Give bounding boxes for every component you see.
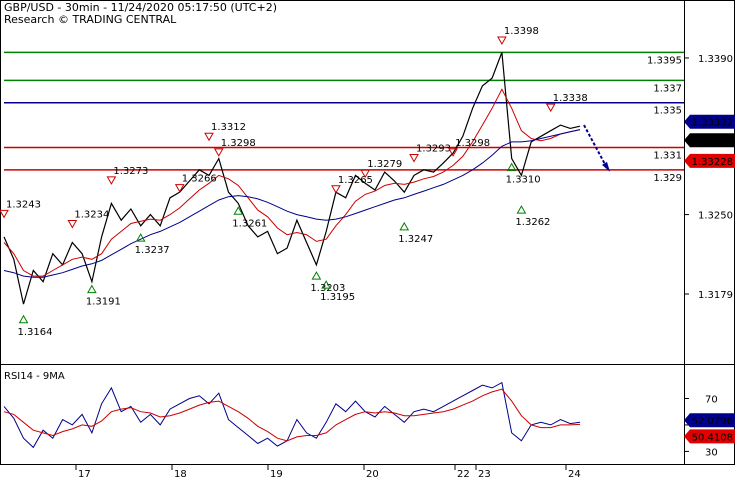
price-tag-label: 1.33332 bbox=[692, 118, 733, 129]
swing-high-label: 1.3265 bbox=[338, 175, 373, 186]
price-tag-label: 1.3329 bbox=[698, 136, 733, 147]
time-tick-label: 24 bbox=[568, 469, 581, 480]
rsi-panel: 70 30 52.0796 50.4108 bbox=[3, 381, 735, 458]
level-label: 1.335 bbox=[653, 106, 682, 117]
price-tag bbox=[684, 133, 735, 148]
swing-low-label: 1.3164 bbox=[18, 327, 53, 338]
swing-high-marker bbox=[106, 176, 117, 185]
swing-high-label: 1.3273 bbox=[113, 166, 148, 177]
swing-low-marker bbox=[506, 162, 517, 172]
swing-low-marker bbox=[516, 205, 527, 214]
time-tick-label: 22 bbox=[457, 469, 470, 480]
swing-high-marker bbox=[174, 184, 185, 193]
swing-low-marker bbox=[233, 206, 244, 215]
swing-annotations: 1.3243 1.3164 1.3234 1.3191 1.3273 1.3237 1.32… bbox=[0, 26, 588, 338]
rsi-tag bbox=[684, 413, 735, 428]
series-line-price bbox=[3, 52, 581, 305]
time-axis: 17 18 19 20 22 23 24 bbox=[75, 465, 581, 480]
swing-low-marker bbox=[87, 284, 97, 294]
time-tick-label: 18 bbox=[174, 469, 187, 480]
price-tag bbox=[684, 153, 735, 168]
swing-high-marker bbox=[409, 153, 419, 163]
level-label: 1.331 bbox=[653, 150, 682, 161]
swing-high-marker bbox=[545, 103, 556, 113]
swing-low-marker bbox=[311, 271, 322, 280]
support-resistance-levels: 1.3395 1.337 1.335 1.331 1.329 bbox=[4, 51, 684, 184]
swing-low-marker bbox=[321, 280, 332, 289]
time-tick-label: 19 bbox=[270, 469, 283, 480]
price-axis: 1.3390 1.3250 1.3179 1.33332 1.3329 1.33228 bbox=[684, 54, 735, 301]
chart-title: GBP/USD - 30min - 11/24/2020 05:17:50 (U… bbox=[4, 1, 277, 14]
rsi-tag-label: 50.4108 bbox=[692, 432, 733, 443]
price-tick-label: 1.3250 bbox=[698, 211, 733, 222]
swing-high-label: 1.3243 bbox=[6, 199, 41, 210]
swing-low-label: 1.3310 bbox=[506, 175, 541, 186]
swing-high-marker bbox=[331, 185, 341, 194]
swing-high-label: 1.3234 bbox=[74, 209, 109, 220]
swing-high-marker bbox=[360, 169, 371, 179]
swing-high-marker bbox=[204, 132, 214, 142]
swing-high-label: 1.3398 bbox=[504, 26, 539, 37]
swing-high-label: 1.3298 bbox=[455, 138, 490, 149]
forecast-arrow-head bbox=[602, 161, 610, 172]
swing-high-label: 1.3279 bbox=[367, 159, 402, 170]
series-line-ma_slow bbox=[3, 129, 581, 278]
time-tick-label: 20 bbox=[366, 469, 379, 480]
swing-high-label: 1.3293 bbox=[416, 143, 451, 154]
rsi-tick-label: 70 bbox=[705, 394, 718, 405]
swing-high-marker bbox=[0, 209, 9, 219]
swing-high-label: 1.3266 bbox=[182, 174, 217, 185]
price-tag-label: 1.33228 bbox=[692, 157, 733, 168]
level-label: 1.3395 bbox=[647, 55, 682, 66]
swing-high-marker bbox=[448, 148, 458, 157]
swing-low-marker bbox=[18, 314, 29, 324]
price-tick-label: 1.3179 bbox=[698, 290, 733, 301]
swing-low-marker bbox=[399, 221, 410, 231]
time-tick-label: 23 bbox=[478, 469, 491, 480]
rsi-tag-label: 52.0796 bbox=[692, 416, 733, 427]
rsi-tag bbox=[684, 429, 735, 444]
swing-high-label: 1.3338 bbox=[553, 93, 588, 104]
swing-high-marker bbox=[497, 36, 507, 46]
swing-high-marker bbox=[213, 148, 224, 157]
swing-low-label: 1.3262 bbox=[515, 217, 550, 228]
swing-low-label: 1.3195 bbox=[320, 292, 355, 303]
rsi-line-RSI14 bbox=[3, 381, 581, 449]
swing-high-label: 1.3312 bbox=[211, 122, 246, 133]
time-tick-label: 17 bbox=[78, 469, 91, 480]
rsi-line-9MA bbox=[3, 388, 581, 442]
rsi-tick-label: 30 bbox=[705, 447, 718, 458]
swing-high-label: 1.3298 bbox=[221, 138, 256, 149]
series-line-ma_fast bbox=[3, 88, 581, 277]
level-label: 1.329 bbox=[653, 173, 682, 184]
swing-low-label: 1.3247 bbox=[398, 234, 433, 245]
forecast-arrow-shaft bbox=[583, 124, 609, 171]
swing-low-label: 1.3191 bbox=[86, 297, 121, 308]
rsi-title: RSI14 - 9MA bbox=[4, 371, 65, 382]
level-label: 1.337 bbox=[653, 83, 682, 94]
swing-low-label: 1.3237 bbox=[135, 245, 170, 256]
price-series-layer bbox=[3, 52, 610, 305]
swing-low-label: 1.3261 bbox=[232, 218, 267, 229]
swing-high-marker bbox=[67, 219, 78, 229]
swing-low-marker bbox=[135, 233, 146, 242]
price-tag bbox=[684, 114, 735, 129]
chart-subtitle: Research © TRADING CENTRAL bbox=[4, 13, 177, 26]
swing-low-label: 1.3203 bbox=[310, 283, 345, 294]
price-tick-label: 1.3390 bbox=[698, 54, 733, 65]
